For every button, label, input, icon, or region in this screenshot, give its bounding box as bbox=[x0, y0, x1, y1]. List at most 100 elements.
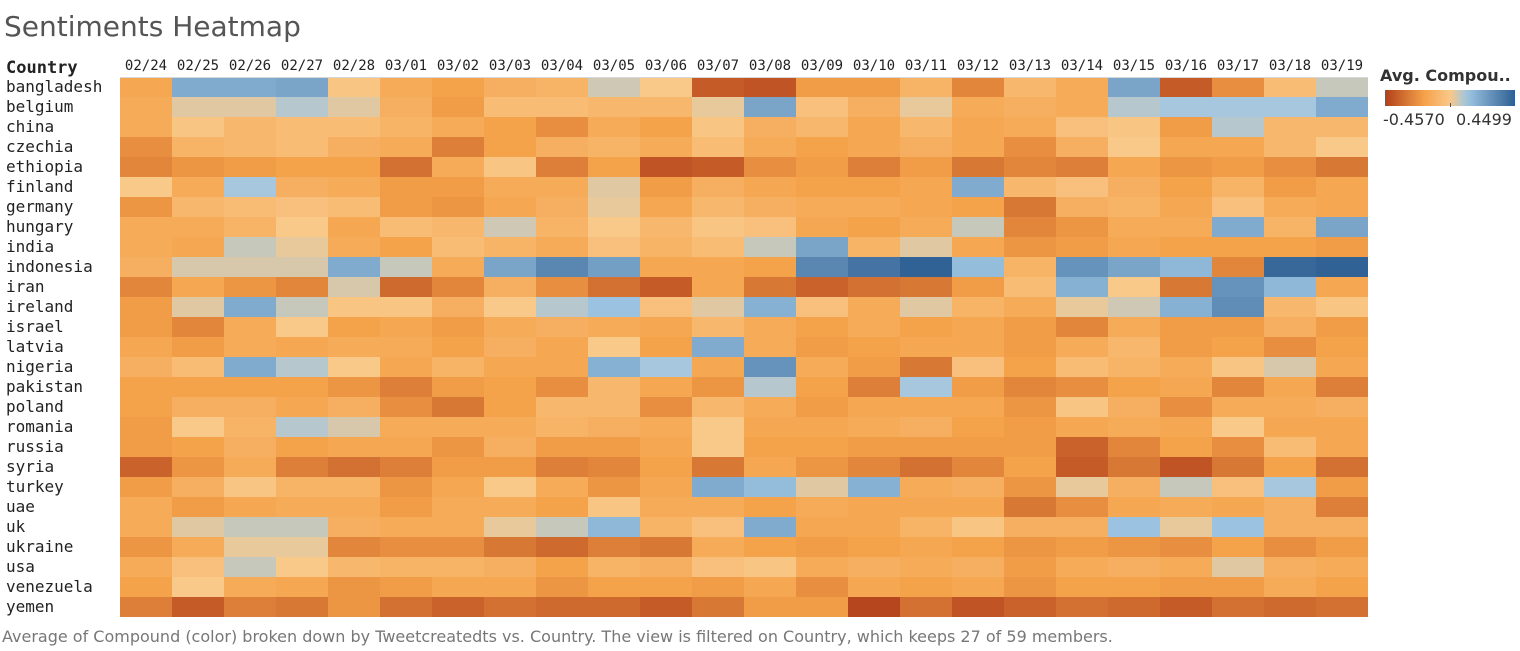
heatmap-cell[interactable] bbox=[380, 537, 432, 557]
heatmap-cell[interactable] bbox=[1264, 157, 1316, 177]
heatmap-cell[interactable] bbox=[536, 497, 588, 517]
heatmap-cell[interactable] bbox=[952, 117, 1004, 137]
heatmap-cell[interactable] bbox=[224, 237, 276, 257]
heatmap-cell[interactable] bbox=[1264, 537, 1316, 557]
heatmap-cell[interactable] bbox=[796, 137, 848, 157]
heatmap-cell[interactable] bbox=[380, 257, 432, 277]
heatmap-cell[interactable] bbox=[1212, 517, 1264, 537]
heatmap-cell[interactable] bbox=[744, 477, 796, 497]
heatmap-cell[interactable] bbox=[432, 557, 484, 577]
heatmap-cell[interactable] bbox=[1212, 77, 1264, 97]
heatmap-cell[interactable] bbox=[536, 297, 588, 317]
heatmap-cell[interactable] bbox=[744, 217, 796, 237]
heatmap-cell[interactable] bbox=[536, 397, 588, 417]
heatmap-cell[interactable] bbox=[848, 157, 900, 177]
heatmap-cell[interactable] bbox=[1264, 277, 1316, 297]
heatmap-cell[interactable] bbox=[744, 597, 796, 617]
heatmap-cell[interactable] bbox=[536, 597, 588, 617]
heatmap-cell[interactable] bbox=[1004, 197, 1056, 217]
heatmap-cell[interactable] bbox=[1264, 437, 1316, 457]
heatmap-cell[interactable] bbox=[588, 537, 640, 557]
heatmap-cell[interactable] bbox=[328, 377, 380, 397]
heatmap-cell[interactable] bbox=[1108, 297, 1160, 317]
heatmap-cell[interactable] bbox=[796, 497, 848, 517]
heatmap-cell[interactable] bbox=[848, 417, 900, 437]
heatmap-cell[interactable] bbox=[1316, 237, 1368, 257]
heatmap-cell[interactable] bbox=[848, 117, 900, 137]
heatmap-cell[interactable] bbox=[640, 457, 692, 477]
heatmap-cell[interactable] bbox=[1212, 277, 1264, 297]
heatmap-cell[interactable] bbox=[900, 337, 952, 357]
heatmap-cell[interactable] bbox=[224, 537, 276, 557]
heatmap-cell[interactable] bbox=[172, 97, 224, 117]
heatmap-cell[interactable] bbox=[640, 577, 692, 597]
heatmap-cell[interactable] bbox=[900, 177, 952, 197]
heatmap-cell[interactable] bbox=[120, 317, 172, 337]
heatmap-cell[interactable] bbox=[224, 277, 276, 297]
heatmap-cell[interactable] bbox=[640, 277, 692, 297]
heatmap-cell[interactable] bbox=[1160, 357, 1212, 377]
heatmap-cell[interactable] bbox=[692, 117, 744, 137]
heatmap-cell[interactable] bbox=[588, 337, 640, 357]
heatmap-cell[interactable] bbox=[1108, 517, 1160, 537]
heatmap-cell[interactable] bbox=[172, 477, 224, 497]
heatmap-cell[interactable] bbox=[588, 357, 640, 377]
heatmap-cell[interactable] bbox=[692, 417, 744, 437]
heatmap-cell[interactable] bbox=[588, 197, 640, 217]
heatmap-cell[interactable] bbox=[1264, 117, 1316, 137]
heatmap-cell[interactable] bbox=[120, 77, 172, 97]
heatmap-cell[interactable] bbox=[1160, 237, 1212, 257]
heatmap-cell[interactable] bbox=[848, 297, 900, 317]
heatmap-cell[interactable] bbox=[1004, 177, 1056, 197]
heatmap-cell[interactable] bbox=[432, 137, 484, 157]
heatmap-cell[interactable] bbox=[640, 197, 692, 217]
heatmap-cell[interactable] bbox=[692, 157, 744, 177]
heatmap-cell[interactable] bbox=[432, 337, 484, 357]
heatmap-cell[interactable] bbox=[380, 197, 432, 217]
heatmap-cell[interactable] bbox=[692, 237, 744, 257]
heatmap-cell[interactable] bbox=[276, 297, 328, 317]
heatmap-cell[interactable] bbox=[900, 77, 952, 97]
heatmap-cell[interactable] bbox=[1056, 137, 1108, 157]
heatmap-cell[interactable] bbox=[172, 417, 224, 437]
heatmap-cell[interactable] bbox=[536, 517, 588, 537]
heatmap-cell[interactable] bbox=[1056, 197, 1108, 217]
heatmap-cell[interactable] bbox=[1004, 557, 1056, 577]
heatmap-cell[interactable] bbox=[380, 277, 432, 297]
heatmap-cell[interactable] bbox=[120, 277, 172, 297]
heatmap-cell[interactable] bbox=[796, 337, 848, 357]
heatmap-cell[interactable] bbox=[120, 197, 172, 217]
heatmap-cell[interactable] bbox=[640, 97, 692, 117]
heatmap-cell[interactable] bbox=[588, 157, 640, 177]
heatmap-cell[interactable] bbox=[172, 77, 224, 97]
heatmap-cell[interactable] bbox=[276, 117, 328, 137]
heatmap-cell[interactable] bbox=[328, 177, 380, 197]
heatmap-cell[interactable] bbox=[1264, 137, 1316, 157]
heatmap-cell[interactable] bbox=[172, 357, 224, 377]
heatmap-cell[interactable] bbox=[484, 437, 536, 457]
heatmap-cell[interactable] bbox=[952, 497, 1004, 517]
heatmap-cell[interactable] bbox=[1212, 597, 1264, 617]
heatmap-cell[interactable] bbox=[1108, 137, 1160, 157]
heatmap-cell[interactable] bbox=[380, 297, 432, 317]
heatmap-cell[interactable] bbox=[1212, 117, 1264, 137]
heatmap-cell[interactable] bbox=[536, 357, 588, 377]
heatmap-cell[interactable] bbox=[1004, 97, 1056, 117]
heatmap-cell[interactable] bbox=[432, 277, 484, 297]
heatmap-cell[interactable] bbox=[744, 317, 796, 337]
heatmap-cell[interactable] bbox=[172, 237, 224, 257]
heatmap-cell[interactable] bbox=[1264, 77, 1316, 97]
heatmap-cell[interactable] bbox=[432, 477, 484, 497]
heatmap-cell[interactable] bbox=[952, 297, 1004, 317]
heatmap-cell[interactable] bbox=[1004, 237, 1056, 257]
heatmap-cell[interactable] bbox=[1108, 337, 1160, 357]
heatmap-cell[interactable] bbox=[900, 537, 952, 557]
heatmap-cell[interactable] bbox=[1212, 297, 1264, 317]
heatmap-cell[interactable] bbox=[380, 137, 432, 157]
heatmap-cell[interactable] bbox=[276, 257, 328, 277]
heatmap-cell[interactable] bbox=[1264, 197, 1316, 217]
heatmap-cell[interactable] bbox=[172, 537, 224, 557]
heatmap-cell[interactable] bbox=[952, 337, 1004, 357]
heatmap-cell[interactable] bbox=[1316, 517, 1368, 537]
heatmap-cell[interactable] bbox=[640, 317, 692, 337]
